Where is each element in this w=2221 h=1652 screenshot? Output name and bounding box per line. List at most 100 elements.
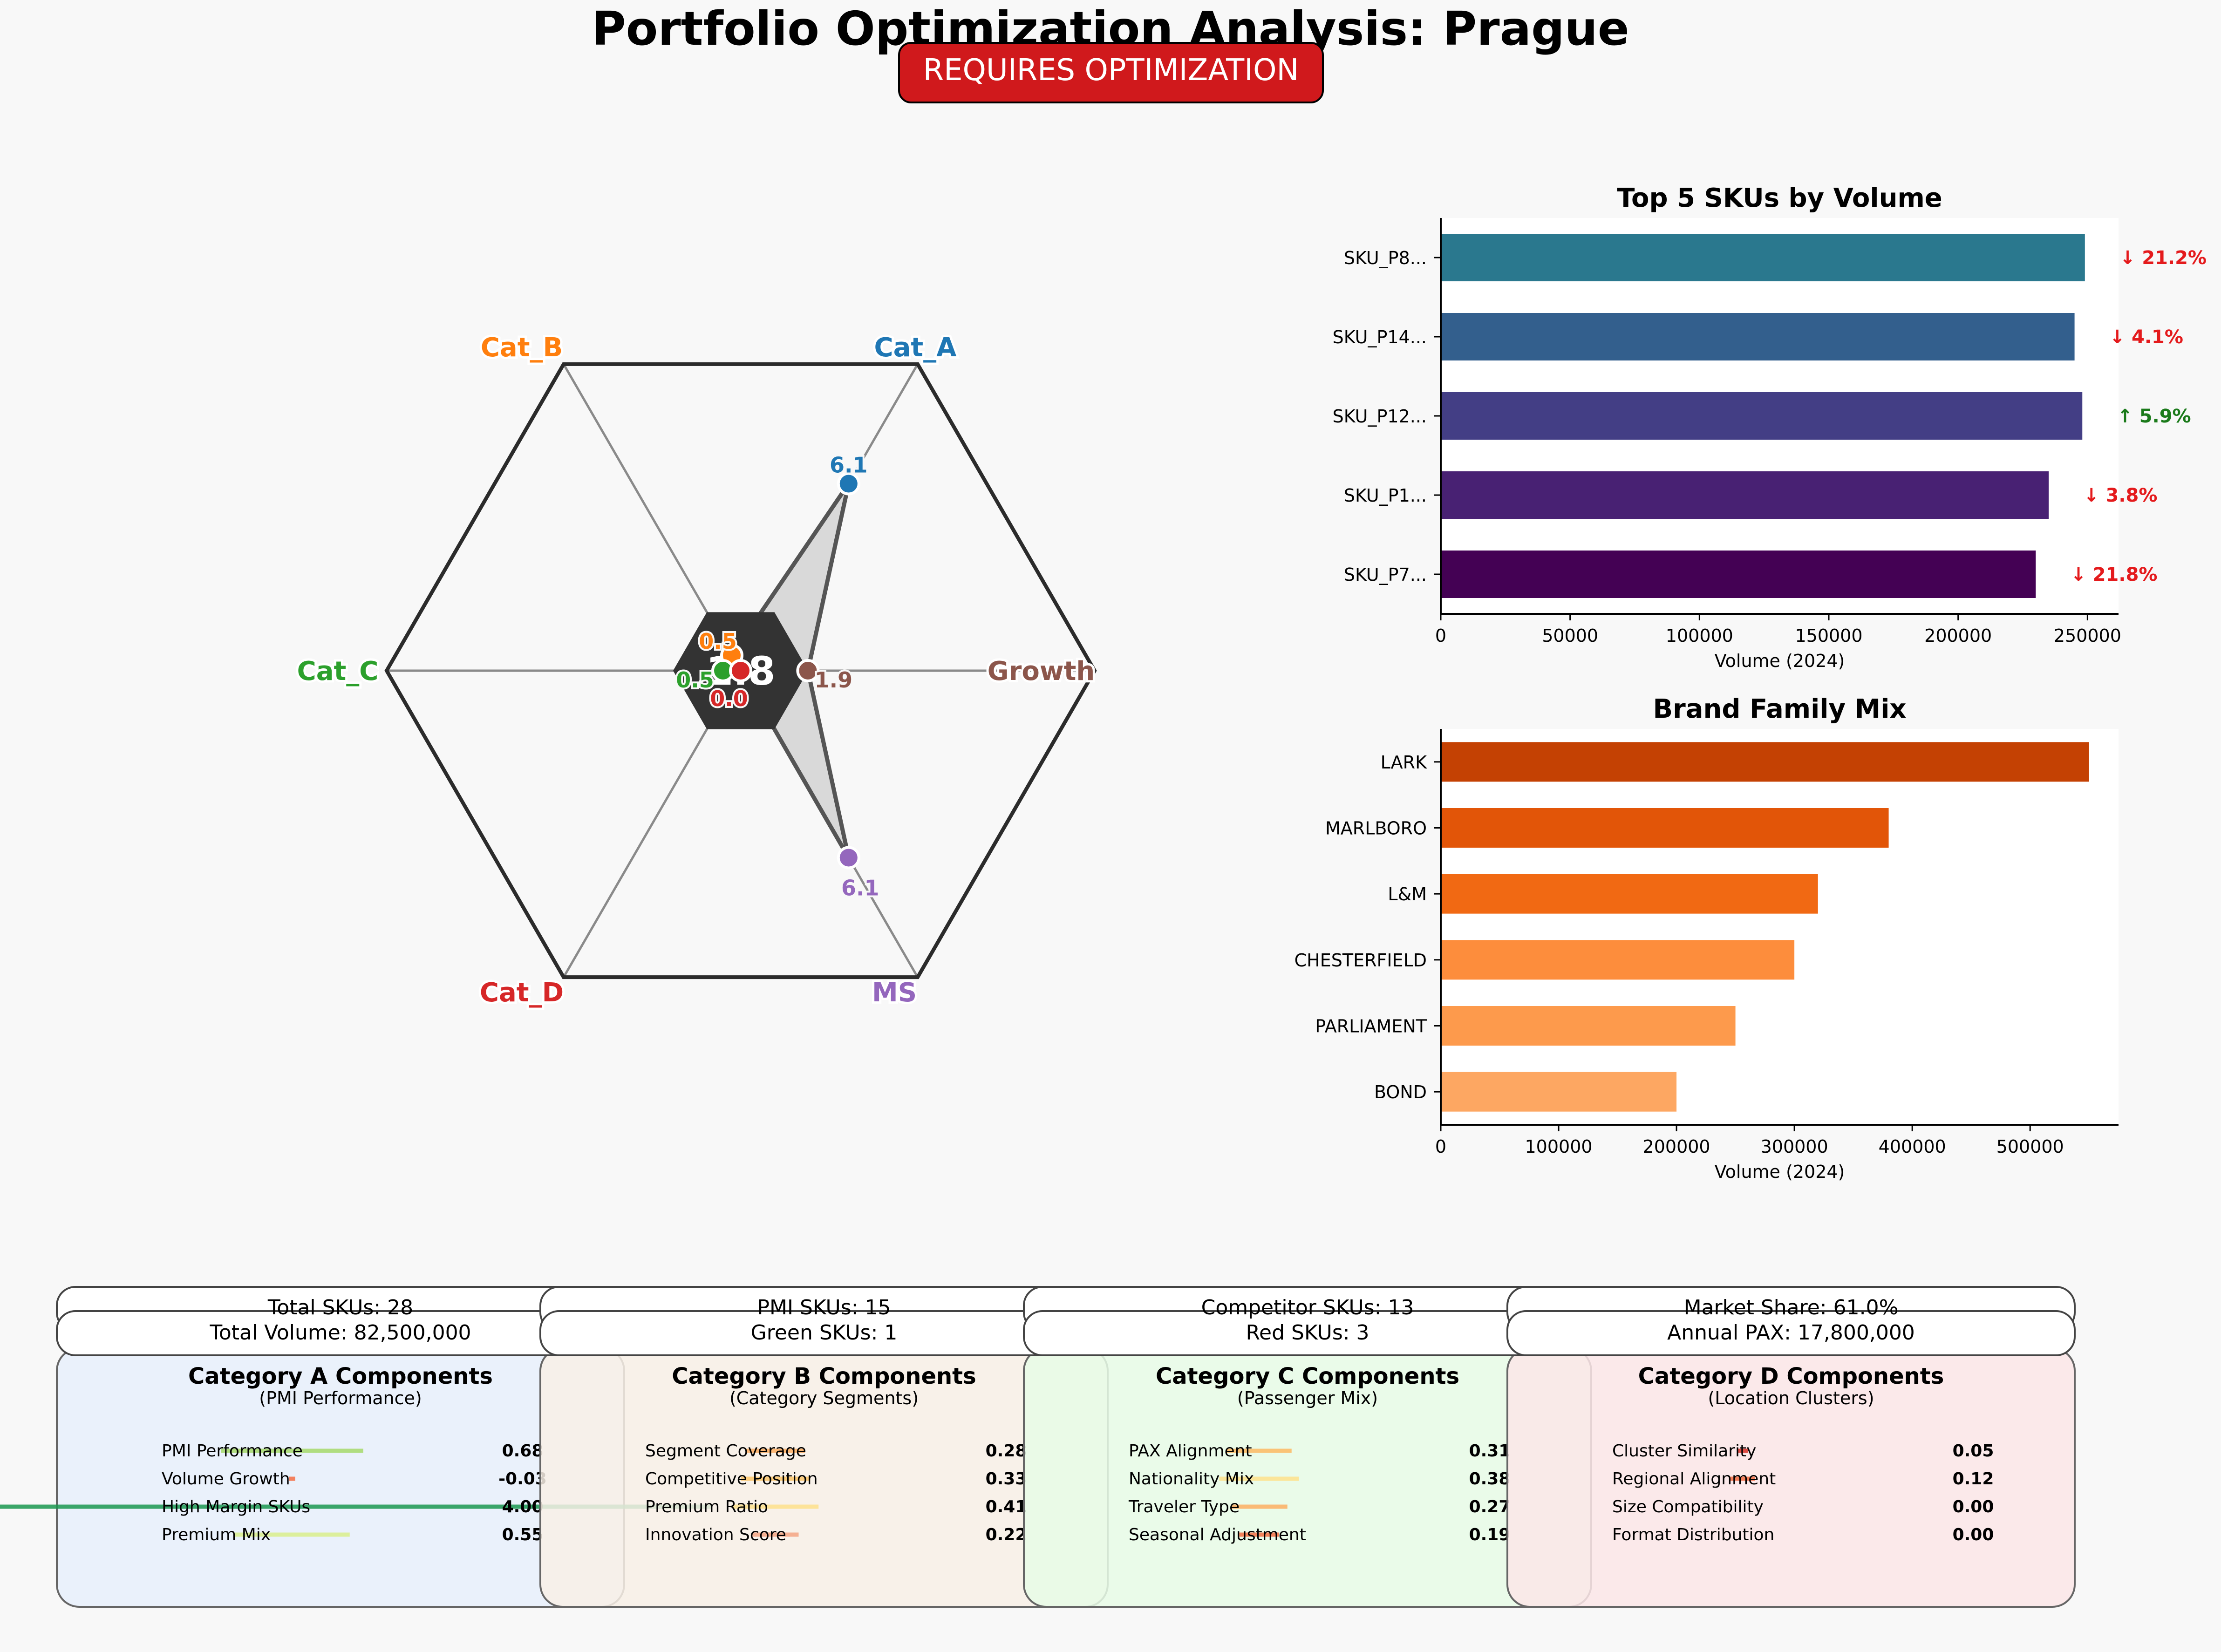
bar (1441, 742, 2089, 782)
stat-line-2: Total Volume: 82,500,000 (209, 1321, 471, 1345)
stat-line-2: Annual PAX: 17,800,000 (1667, 1321, 1915, 1345)
category-panel: Category A Components(PMI Performance) PM… (0, 1347, 711, 1608)
component-value: 0.41 (986, 1497, 1027, 1516)
radar-point (837, 846, 860, 870)
component-label: Premium Mix (162, 1525, 271, 1544)
x-tick-label: 50000 (1542, 625, 1598, 646)
x-tick-label: 200000 (1924, 625, 1992, 646)
category-label: L&M (1388, 884, 1427, 904)
change-annotation: ↓ 3.8% (2084, 485, 2157, 506)
component-value: 0.00 (1953, 1525, 1994, 1544)
radar-value-label: 6.1 (841, 875, 879, 900)
bar (1441, 471, 2049, 519)
component-value: 0.12 (1953, 1469, 1994, 1489)
component-value: 0.19 (1469, 1525, 1511, 1544)
chart-title: Top 5 SKUs by Volume (1617, 183, 1942, 213)
radar-axis-label: MS (872, 978, 917, 1008)
stat-line-1: Market Share: 61.0% (1684, 1296, 1899, 1319)
category-panel: Category B Components(Category Segments)… (539, 1347, 1109, 1608)
category-label: SKU_P12... (1333, 406, 1427, 427)
component-label: Segment Coverage (645, 1441, 806, 1461)
radar-point (837, 472, 860, 496)
component-label: PAX Alignment (1129, 1441, 1252, 1461)
radar-axis-label: Cat_D (480, 978, 564, 1008)
radar-point (729, 659, 752, 682)
bar (1441, 874, 1818, 914)
category-panel: Category D Components(Location Clusters)… (1506, 1347, 2076, 1608)
plot-area (1441, 729, 2119, 1125)
change-annotation: ↑ 5.9% (2117, 406, 2191, 427)
status-badge-label: REQUIRES OPTIMIZATION (923, 53, 1299, 88)
component-value: 0.00 (1953, 1497, 1994, 1516)
status-badge: REQUIRES OPTIMIZATION (898, 42, 1324, 103)
category-panel: Category C Components(Passenger Mix) PAX … (1023, 1347, 1592, 1608)
bar (1441, 392, 2083, 440)
category-subtitle: (Location Clusters) (1708, 1388, 1874, 1408)
category-label: SKU_P8... (1344, 248, 1427, 268)
category-subtitle: (Category Segments) (729, 1388, 919, 1408)
radar-value-label: 0.0 (710, 686, 748, 711)
category-label: CHESTERFIELD (1294, 950, 1427, 971)
component-value: 0.28 (986, 1441, 1027, 1461)
radar-chart: 1.86.1Cat_A0.5Cat_B0.5Cat_C0.0Cat_D6.1MS… (295, 330, 1097, 1010)
component-label: Size Compatibility (1612, 1497, 1764, 1516)
bar (1441, 1006, 1736, 1046)
x-tick-label: 400000 (1879, 1136, 1946, 1157)
category-title: Category C Components (1156, 1363, 1459, 1389)
radar-value-label: 6.1 (830, 453, 868, 478)
component-value: 0.38 (1469, 1469, 1511, 1489)
bar (1441, 1072, 1677, 1112)
bar (1441, 234, 2085, 281)
component-value: 0.22 (986, 1525, 1027, 1544)
component-value: 0.55 (502, 1525, 544, 1544)
change-annotation: ↓ 21.8% (2071, 564, 2157, 585)
component-value: 0.05 (1953, 1441, 1994, 1461)
top-skus-chart: Top 5 SKUs by Volume SKU_P8... ↓ 21.2% SKU_… (1333, 183, 2207, 671)
radar-axis-label: Cat_C (297, 656, 379, 687)
change-annotation: ↓ 21.2% (2120, 247, 2207, 269)
x-tick-label: 500000 (1996, 1136, 2064, 1157)
category-label: PARLIAMENT (1315, 1016, 1427, 1037)
component-label: Format Distribution (1612, 1525, 1774, 1544)
x-tick-label: 300000 (1761, 1136, 1828, 1157)
category-label: LARK (1381, 752, 1427, 773)
x-axis-label: Volume (2024) (1715, 651, 1845, 671)
radar-point (796, 659, 820, 682)
x-tick-label: 250000 (2054, 625, 2121, 646)
category-subtitle: (PMI Performance) (259, 1388, 422, 1408)
x-tick-label: 100000 (1666, 625, 1733, 646)
stat-line-1: Total SKUs: 28 (267, 1296, 413, 1319)
component-label: Cluster Similarity (1612, 1441, 1756, 1461)
component-value: 4.00 (502, 1497, 544, 1516)
stat-line-2: Green SKUs: 1 (751, 1321, 898, 1345)
component-value: 0.27 (1469, 1497, 1511, 1516)
bar (1441, 551, 2036, 598)
bar (1441, 313, 2075, 360)
x-tick-label: 0 (1435, 625, 1446, 646)
radar-value-label: 1.9 (815, 667, 853, 693)
category-panels: Category A Components(PMI Performance) PM… (0, 1347, 2076, 1608)
stat-line-1: Competitor SKUs: 13 (1201, 1296, 1414, 1319)
component-label: Volume Growth (162, 1469, 290, 1489)
component-label: Regional Alignment (1612, 1469, 1776, 1489)
category-label: SKU_P14... (1333, 327, 1427, 347)
radar-value-label: 0.5 (699, 629, 737, 654)
radar-axis-label: Cat_B (481, 333, 563, 363)
category-label: SKU_P7... (1344, 564, 1427, 585)
component-value: -0.03 (498, 1469, 547, 1489)
bar (1441, 940, 1795, 980)
radar-axis-label: Growth (988, 656, 1095, 687)
component-label: Seasonal Adjustment (1129, 1525, 1306, 1544)
component-label: Nationality Mix (1129, 1469, 1254, 1489)
component-label: Competitive Position (645, 1469, 818, 1489)
stat-panel: Market Share: 61.0%Annual PAX: 17,800,00… (1506, 1286, 2076, 1356)
x-tick-label: 200000 (1643, 1136, 1710, 1157)
component-label: Premium Ratio (645, 1497, 768, 1516)
stat-line-2: Red SKUs: 3 (1246, 1321, 1369, 1345)
stat-line-1: PMI SKUs: 15 (757, 1296, 891, 1319)
